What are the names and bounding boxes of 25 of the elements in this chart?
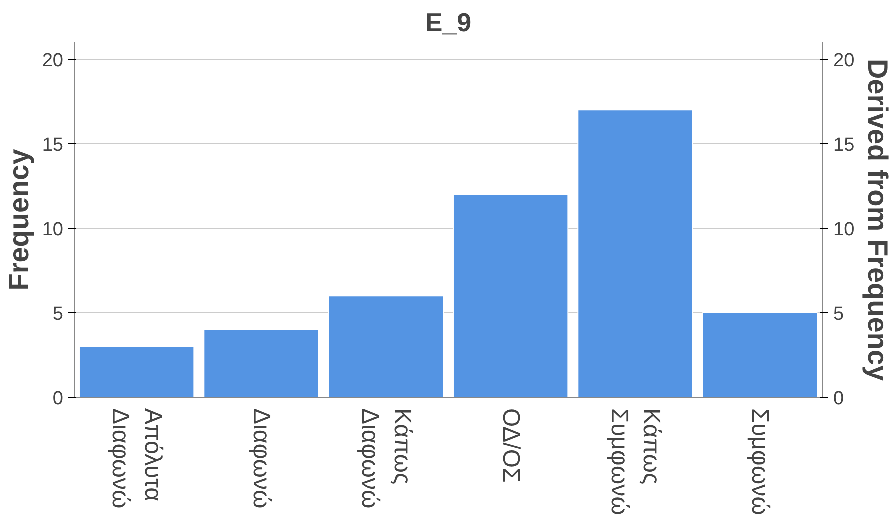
- y-tick-label: 15: [42, 134, 64, 156]
- y2-axis-title: Derived from Frequency: [862, 58, 894, 382]
- x-tick-label: Κάπως Συμφωνώ: [606, 408, 666, 516]
- chart-title: E_9: [425, 8, 472, 38]
- y-tick-label: 10: [42, 219, 64, 240]
- y2-tick-label: 5: [834, 304, 844, 325]
- y-tick-label: 20: [42, 50, 64, 72]
- x-tick-label: Διαφωνώ: [248, 408, 275, 509]
- y-axis-title: Frequency: [3, 148, 34, 291]
- x-tick-label: Συμφωνώ: [746, 408, 774, 516]
- y2-tick-label: 20: [834, 50, 855, 72]
- bar: [452, 194, 569, 398]
- x-tick-label: Απόλυτα Διαφωνώ: [107, 408, 167, 509]
- x-tick-label: ΟΔ/ΟΣ: [497, 408, 524, 483]
- bar: [204, 329, 320, 398]
- y2-tick-label: 0: [834, 388, 844, 410]
- bar: [578, 110, 694, 398]
- x-tick-label: Κάπως Διαφωνώ: [356, 408, 416, 509]
- bar: [328, 296, 444, 398]
- bar: [78, 346, 195, 398]
- y-tick-label: 5: [52, 304, 64, 325]
- y2-tick-label: 10: [834, 219, 855, 240]
- y2-tick-label: 15: [834, 134, 855, 156]
- bar: [702, 312, 818, 398]
- y-tick-label: 0: [52, 388, 64, 410]
